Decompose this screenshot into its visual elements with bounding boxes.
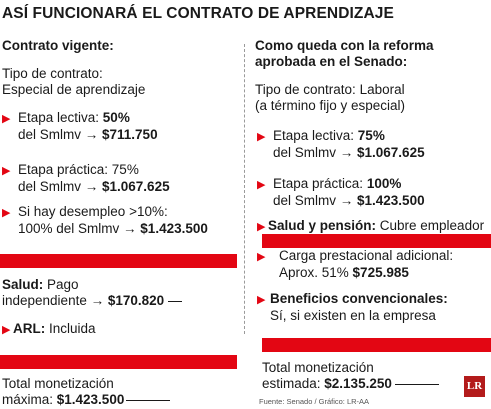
lr-logo: LR bbox=[464, 376, 485, 397]
left-health: Salud: Pago independiente → $170.820 bbox=[2, 277, 183, 309]
left-item-desempleo: ▶ Si hay desempleo >10%: 100% del Smlmv →… bbox=[2, 204, 208, 236]
right-prestacional-bar bbox=[262, 234, 491, 248]
right-item-lectiva: ▶ Etapa lectiva: 75% del Smlmv → $1.067.6… bbox=[257, 128, 425, 160]
left-item-lectiva: ▶ Etapa lectiva: 50% del Smlmv → $711.750 bbox=[2, 110, 158, 142]
right-item-practica: ▶ Etapa práctica: 100% del Smlmv → $1.423… bbox=[257, 176, 425, 208]
left-contract-label: Tipo de contrato: bbox=[2, 66, 103, 81]
page-title: ASÍ FUNCIONARÁ EL CONTRATO DE APRENDIZAJ… bbox=[2, 5, 394, 22]
right-benefits: ▶ Beneficios convencionales: Sí, si exist… bbox=[257, 291, 448, 323]
left-health-bar bbox=[0, 254, 237, 268]
right-prestacional: ▶ Carga prestacional adicional: Aprox. 51… bbox=[257, 248, 454, 280]
left-total-bar bbox=[0, 355, 237, 369]
left-heading: Contrato vigente: bbox=[2, 38, 114, 53]
triangle-bullet-icon: ▶ bbox=[2, 165, 11, 177]
triangle-bullet-icon: ▶ bbox=[257, 294, 266, 306]
right-health: ▶ Salud y pensión: Cubre empleador bbox=[257, 218, 485, 233]
arrow-left-icon bbox=[126, 399, 171, 401]
triangle-bullet-icon: ▶ bbox=[2, 324, 11, 336]
triangle-bullet-icon: ▶ bbox=[257, 251, 266, 263]
right-heading: Como queda con la reforma aprobada en el … bbox=[255, 38, 434, 69]
source-note: Fuente: Senado / Gráfico: LR-AA bbox=[259, 397, 370, 406]
left-total: Total monetización máxima: $1.423.500 bbox=[2, 376, 171, 408]
arrow-left-icon bbox=[168, 300, 183, 302]
column-divider bbox=[244, 44, 245, 334]
triangle-bullet-icon: ▶ bbox=[2, 207, 11, 219]
arrow-left-icon bbox=[394, 383, 439, 385]
right-contract: Tipo de contrato: Laboral (a término fij… bbox=[255, 82, 406, 113]
right-total-bar bbox=[262, 338, 491, 352]
left-contract-value: Especial de aprendizaje bbox=[2, 82, 146, 97]
left-arl: ▶ ARL: Incluida bbox=[2, 321, 96, 336]
triangle-bullet-icon: ▶ bbox=[257, 221, 266, 233]
right-total: Total monetización estimada: $2.135.250 bbox=[262, 360, 439, 392]
triangle-bullet-icon: ▶ bbox=[257, 131, 266, 143]
triangle-bullet-icon: ▶ bbox=[257, 179, 266, 191]
triangle-bullet-icon: ▶ bbox=[2, 113, 11, 125]
left-item-practica: ▶ Etapa práctica: 75% del Smlmv → $1.067.… bbox=[2, 162, 170, 194]
